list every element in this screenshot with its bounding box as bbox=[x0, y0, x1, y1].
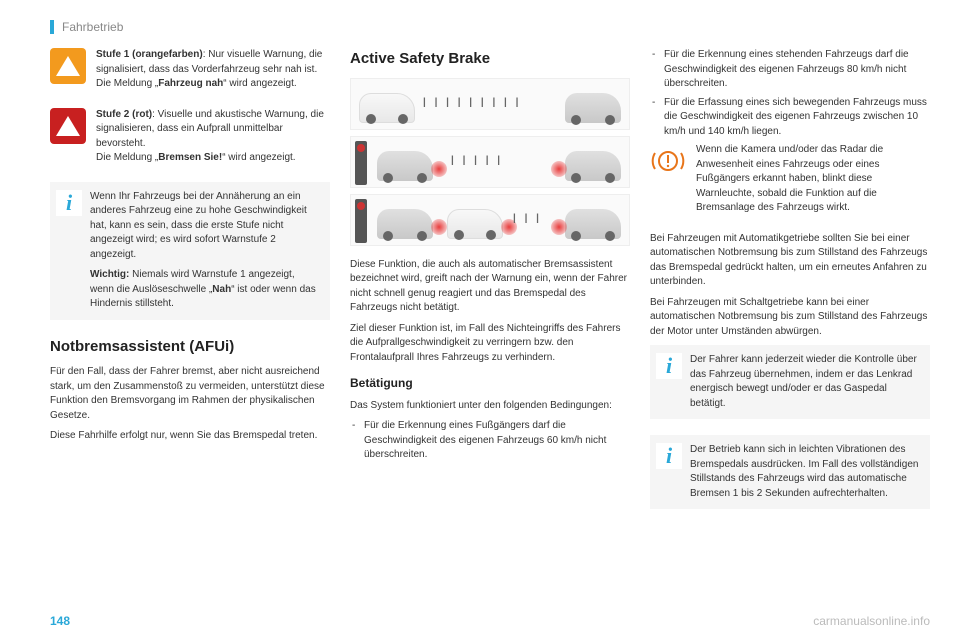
traffic-light-icon bbox=[355, 141, 367, 185]
afu-p1: Für den Fall, dass der Fahrer bremst, ab… bbox=[50, 365, 330, 423]
stufe2-t2a: Die Meldung „ bbox=[96, 152, 158, 163]
column-3: Für die Erkennung eines stehenden Fahrze… bbox=[650, 48, 930, 525]
diagram-1: | | | | | | | | | bbox=[350, 78, 630, 130]
afu-p2: Diese Fahrhilfe erfolgt nur, wenn Sie da… bbox=[50, 429, 330, 444]
stufe2-text: Stufe 2 (rot): Visuelle und akustische W… bbox=[96, 108, 330, 166]
stufe1-block: Stufe 1 (orangefarben): Nur visuelle War… bbox=[50, 48, 330, 92]
info-box-3: i Der Betrieb kann sich in leichten Vibr… bbox=[650, 435, 930, 509]
stufe2-block: Stufe 2 (rot): Visuelle und akustische W… bbox=[50, 108, 330, 166]
info3-text: Der Betrieb kann sich in leichten Vibrat… bbox=[690, 443, 920, 501]
warning-triangle-orange-icon bbox=[50, 48, 86, 84]
stufe1-label: Stufe 1 (orangefarben) bbox=[96, 49, 203, 60]
diagram-3: | | | bbox=[350, 194, 630, 246]
asb-p1: Diese Funktion, die auch als automatisch… bbox=[350, 258, 630, 316]
stufe2-t2b: Bremsen Sie! bbox=[158, 152, 222, 163]
stufe1-text: Stufe 1 (orangefarben): Nur visuelle War… bbox=[96, 48, 330, 92]
info-icon: i bbox=[56, 190, 82, 216]
c3-li3: Für die Erfassung eines sich bewegenden … bbox=[650, 96, 930, 140]
asb-p3: Das System funktioniert unter den folgen… bbox=[350, 399, 630, 414]
page-header: Fahrbetrieb bbox=[50, 20, 930, 34]
header-title: Fahrbetrieb bbox=[62, 20, 123, 34]
asb-p2: Ziel dieser Funktion ist, im Fall des Ni… bbox=[350, 322, 630, 366]
info1-p1: Wenn Ihr Fahrzeugs bei der Annäherung an… bbox=[90, 190, 320, 263]
info-icon: i bbox=[656, 353, 682, 379]
info-icon: i bbox=[656, 443, 682, 469]
diagram-2: | | | | | bbox=[350, 136, 630, 188]
traffic-light-icon bbox=[355, 199, 367, 243]
c3-p2: Bei Fahrzeugen mit Schaltgetriebe kann b… bbox=[650, 296, 930, 340]
watermark: carmanualsonline.info bbox=[813, 614, 930, 628]
asb-sub: Betätigung bbox=[350, 375, 630, 392]
stufe1-t2c: “ wird angezeigt. bbox=[223, 78, 296, 89]
afu-title: Notbremsassistent (AFUi) bbox=[50, 336, 330, 358]
column-2: Active Safety Brake | | | | | | | | | | … bbox=[350, 48, 630, 525]
stufe2-label: Stufe 2 (rot) bbox=[96, 109, 152, 120]
brake-note: Wenn die Kamera und/oder das Radar die A… bbox=[696, 143, 930, 216]
page-number: 148 bbox=[50, 614, 70, 628]
info-box-1: i Wenn Ihr Fahrzeugs bei der Annäherung … bbox=[50, 182, 330, 320]
c3-p1: Bei Fahrzeugen mit Automatikgetriebe sol… bbox=[650, 232, 930, 290]
stufe1-t2a: Die Meldung „ bbox=[96, 78, 158, 89]
brake-warning-block: Wenn die Kamera und/oder das Radar die A… bbox=[650, 143, 930, 216]
column-1: Stufe 1 (orangefarben): Nur visuelle War… bbox=[50, 48, 330, 525]
brake-warning-icon bbox=[650, 143, 686, 179]
header-accent-bar bbox=[50, 20, 54, 34]
info2-text: Der Fahrer kann jederzeit wieder die Kon… bbox=[690, 353, 920, 411]
info1-p2c: Nah bbox=[212, 284, 231, 295]
asb-title: Active Safety Brake bbox=[350, 48, 630, 70]
info1-p2a: Wichtig: bbox=[90, 269, 129, 280]
info-box-2: i Der Fahrer kann jederzeit wieder die K… bbox=[650, 345, 930, 419]
asb-li1: Für die Erkennung eines Fußgängers darf … bbox=[350, 419, 630, 463]
stufe2-t2c: “ wird angezeigt. bbox=[222, 152, 295, 163]
stufe1-t2b: Fahrzeug nah bbox=[158, 78, 223, 89]
c3-li2: Für die Erkennung eines stehenden Fahrze… bbox=[650, 48, 930, 92]
warning-triangle-red-icon bbox=[50, 108, 86, 144]
